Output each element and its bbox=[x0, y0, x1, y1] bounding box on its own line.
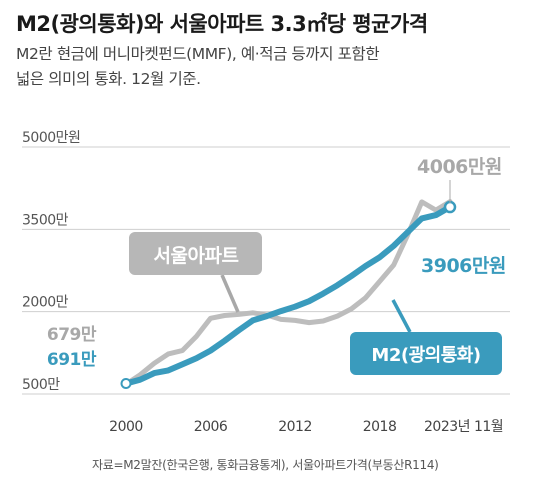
series-line-m2 bbox=[123, 204, 453, 387]
callout-pointer-m2 bbox=[391, 299, 412, 333]
x-tick-label: 2006 bbox=[194, 419, 228, 435]
callout-box-m2 bbox=[350, 332, 502, 375]
chart-title: M2(광의통화)와 서울아파트 3.3㎡당 평균가격 bbox=[16, 12, 428, 36]
x-tick-label: 2000 bbox=[109, 419, 143, 435]
callout-box-apartment bbox=[129, 232, 262, 275]
y-tick-label: 2000만 bbox=[22, 295, 69, 311]
source-note: 자료=M2말잔(한국은행, 통화금융통계), 서울아파트가격(부동산R114) bbox=[92, 458, 439, 472]
x-tick-label: 2023년 11월 bbox=[424, 419, 503, 435]
x-tick-label: 2012 bbox=[278, 419, 312, 435]
series-line-apartment bbox=[123, 199, 453, 387]
start-label-apartment: 679만 bbox=[47, 325, 97, 345]
end-label-apartment: 4006만원 bbox=[417, 156, 502, 178]
start-label-m2: 691만 bbox=[47, 350, 97, 370]
callout-pointer-apartment bbox=[220, 274, 240, 313]
y-tick-label: 500만 bbox=[22, 377, 60, 393]
subtitle-line-2: 넓은 의미의 통화. 12월 기준. bbox=[16, 70, 201, 88]
y-tick-label: 3500만 bbox=[22, 212, 69, 228]
callout-label-m2: M2(광의통화) bbox=[371, 345, 480, 366]
start-marker-m2 bbox=[120, 378, 132, 390]
y-tick-label: 5000만원 bbox=[22, 130, 80, 146]
chart-subtitle: M2란 현금에 머니마켓펀드(MMF), 예·적금 등까지 포함한 넓은 의미의… bbox=[16, 42, 516, 92]
end-marker-m2 bbox=[443, 200, 457, 214]
x-tick-label: 2018 bbox=[363, 419, 397, 435]
end-label-m2: 3906만원 bbox=[421, 255, 506, 277]
subtitle-line-1: M2란 현금에 머니마켓펀드(MMF), 예·적금 등까지 포함한 bbox=[16, 45, 380, 63]
callout-label-apartment: 서울아파트 bbox=[154, 245, 239, 267]
